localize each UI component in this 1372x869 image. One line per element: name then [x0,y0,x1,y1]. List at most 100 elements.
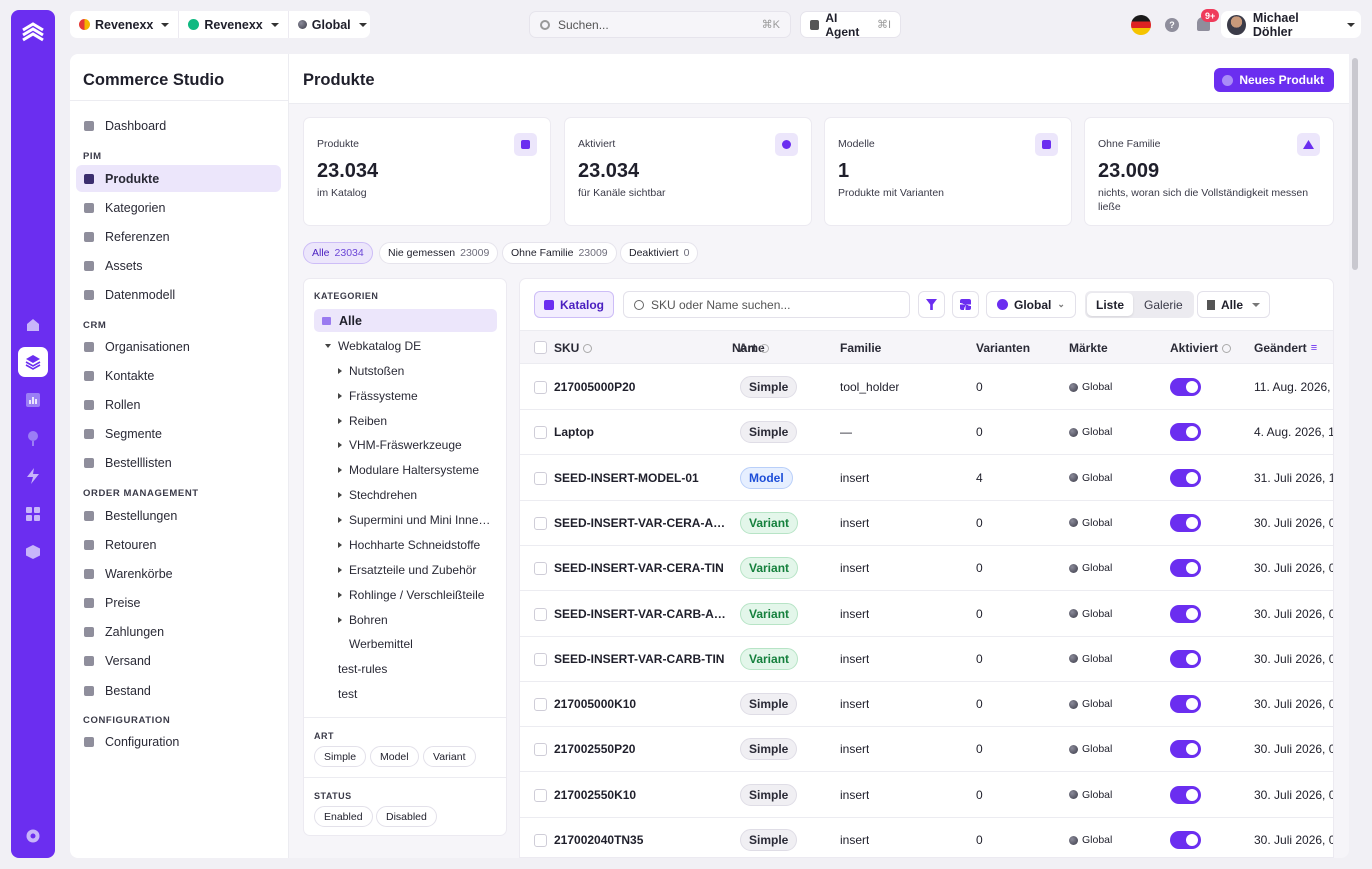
store-select[interactable]: Revenexx [179,11,289,38]
row-sku[interactable]: SEED-INSERT-VAR-CERA-AL… [554,515,726,530]
row-sku[interactable]: 217002550P20 [554,742,636,757]
art-filter-variant[interactable]: Variant [423,746,476,767]
status-filter-disabled[interactable]: Disabled [376,806,437,827]
active-toggle[interactable] [1170,378,1201,396]
category-item[interactable]: VHM-Fräswerkzeuge [338,434,462,456]
column-maerkte[interactable]: Märkte [1069,341,1108,355]
workspace-select[interactable]: Revenexx [70,11,180,38]
sidebar-item-kategorien[interactable]: Kategorien [76,194,281,221]
row-checkbox[interactable] [534,381,547,394]
filter-button[interactable] [918,291,945,318]
status-select[interactable]: Alle [1197,291,1271,318]
category-item[interactable]: Stechdrehen [338,484,417,506]
scrollbar-thumb[interactable] [1352,58,1358,270]
table-row[interactable]: 217002550K10 Simple insert 0 Global 30. … [520,773,1333,818]
table-row[interactable]: SEED-INSERT-VAR-CARB-AL… Variant insert … [520,592,1333,637]
pin-icon[interactable] [18,423,48,453]
column-sku[interactable]: SKU [554,341,593,355]
active-toggle[interactable] [1170,695,1201,714]
row-sku[interactable]: 217005000P20 [554,380,636,394]
sidebar-item-retouren[interactable]: Retouren [76,531,281,558]
columns-button[interactable] [952,291,979,318]
analytics-icon[interactable] [18,385,48,415]
row-sku[interactable]: SEED-INSERT-MODEL-01 [554,470,699,485]
help-icon[interactable]: ? [1165,18,1179,32]
cube-icon[interactable] [18,537,48,567]
sidebar-item-assets[interactable]: Assets [76,252,281,279]
apps-icon[interactable] [18,499,48,529]
row-checkbox[interactable] [534,562,547,576]
table-row[interactable]: 217002550P20 Simple insert 0 Global 30. … [520,727,1333,773]
sidebar-item-dashboard[interactable]: Dashboard [76,112,281,139]
row-checkbox[interactable] [534,698,547,712]
row-checkbox[interactable] [534,834,547,847]
table-row[interactable]: 217002040TN35 Simple insert 0 Global 30.… [520,818,1333,857]
table-row[interactable]: 217005000K10 Simple insert 0 Global 30. … [520,682,1333,728]
sidebar-item-configuration[interactable]: Configuration [76,728,281,755]
sidebar-item-preise[interactable]: Preise [76,589,281,616]
row-sku[interactable]: 217002550K10 [554,787,637,802]
row-sku[interactable]: 217002040TN35 [554,833,644,847]
active-toggle[interactable] [1170,785,1201,804]
row-checkbox[interactable] [534,607,547,621]
table-row[interactable]: SEED-INSERT-VAR-CERA-TIN Variant insert … [520,546,1333,592]
category-item[interactable]: Bohren [338,609,388,631]
row-checkbox[interactable] [534,516,547,530]
column-name[interactable]: Name [732,341,765,355]
table-row[interactable]: SEED-INSERT-MODEL-01 Model insert 4 Glob… [520,456,1333,501]
active-toggle[interactable] [1170,604,1201,623]
home-icon[interactable] [18,310,48,340]
sidebar-item-zahlungen[interactable]: Zahlungen [76,618,281,645]
row-checkbox[interactable] [534,652,547,666]
sidebar-item-warenkoerbe[interactable]: Warenkörbe [76,560,281,587]
row-checkbox[interactable] [534,426,547,440]
app-logo-icon[interactable] [19,20,47,48]
column-familie[interactable]: Familie [840,341,882,355]
view-list-button[interactable]: Liste [1087,293,1134,316]
select-all-checkbox[interactable] [534,341,547,354]
active-toggle[interactable] [1170,468,1201,487]
art-filter-model[interactable]: Model [370,746,419,767]
layers-icon[interactable] [18,347,48,377]
category-item[interactable]: Nutstoßen [338,360,404,382]
sidebar-item-datenmodell[interactable]: Datenmodell [76,281,281,308]
bolt-icon[interactable] [18,461,48,491]
category-item[interactable]: Rohlinge / Verschleißteile [338,584,484,606]
language-flag-icon[interactable] [1131,15,1151,35]
row-sku[interactable]: SEED-INSERT-VAR-CARB-AL… [554,606,726,621]
status-filter-enabled[interactable]: Enabled [314,806,373,827]
active-toggle[interactable] [1170,649,1201,668]
sidebar-item-rollen[interactable]: Rollen [76,391,281,418]
ai-agent-button[interactable]: AI Agent ⌘I [800,11,901,39]
category-alle[interactable]: Alle [314,309,497,332]
category-item[interactable]: Ersatzteile und Zubehör [338,559,476,581]
sidebar-item-kontakte[interactable]: Kontakte [76,362,281,389]
filter-chip-alle[interactable]: Alle 23034 [303,242,373,264]
view-gallery-button[interactable]: Galerie [1144,297,1183,312]
row-checkbox[interactable] [534,788,547,802]
active-toggle[interactable] [1170,831,1201,849]
row-checkbox[interactable] [534,743,547,757]
category-root[interactable]: Webkatalog DE [325,335,421,357]
product-search-input[interactable]: SKU oder Name suchen... [623,291,910,318]
sidebar-item-bestand[interactable]: Bestand [76,677,281,704]
filter-chip-nie-gemessen[interactable]: Nie gemessen 23009 [379,242,499,264]
art-filter-simple[interactable]: Simple [314,746,367,767]
sidebar-item-versand[interactable]: Versand [76,647,281,674]
katalog-button[interactable]: Katalog [534,291,615,318]
category-item[interactable]: test [338,687,358,701]
row-sku[interactable]: 217005000K10 [554,697,637,712]
table-row[interactable]: SEED-INSERT-VAR-CARB-TIN Variant insert … [520,637,1333,682]
settings-gear-icon[interactable] [18,821,48,851]
sidebar-item-organisationen[interactable]: Organisationen [76,333,281,360]
user-menu[interactable]: Michael Döhler [1221,11,1361,39]
global-search[interactable]: Suchen... ⌘K [529,11,791,38]
filter-chip-ohne-familie[interactable]: Ohne Familie 23009 [502,242,617,264]
column-art[interactable]: Art [739,341,770,355]
table-row[interactable]: Laptop Simple — 0 Global 4. Aug. 2026, 1 [520,410,1333,456]
sidebar-item-bestelllisten[interactable]: Bestelllisten [76,449,281,476]
active-toggle[interactable] [1170,559,1201,578]
column-geaendert[interactable]: Geändert ≡ [1254,341,1318,355]
category-item[interactable]: Werbemittel [349,637,413,651]
row-sku[interactable]: SEED-INSERT-VAR-CERA-TIN [554,561,724,576]
